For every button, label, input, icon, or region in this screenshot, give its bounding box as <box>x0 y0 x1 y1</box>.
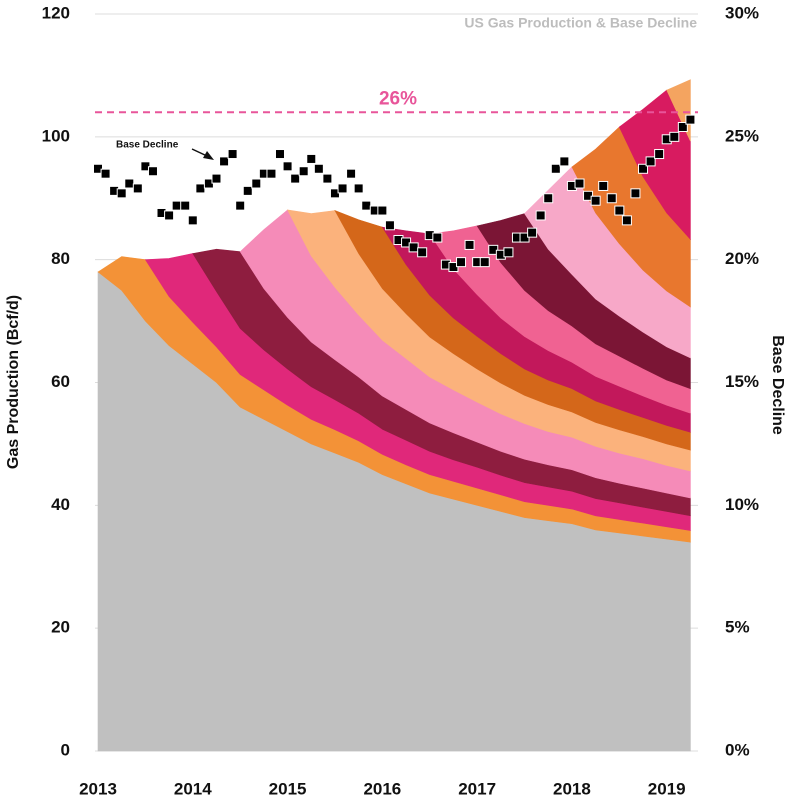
scatter-point <box>638 163 649 174</box>
scatter-point <box>346 168 357 179</box>
scatter-point <box>227 149 238 160</box>
scatter-point <box>298 166 309 177</box>
y2-axis-title: Base Decline <box>769 335 786 435</box>
scatter-point <box>211 173 222 184</box>
x-tick-label: 2014 <box>174 779 212 798</box>
scatter-point <box>598 180 609 191</box>
scatter-point <box>669 131 680 142</box>
scatter-point <box>527 227 538 238</box>
y2-tick-label: 0% <box>725 740 750 759</box>
scatter-point <box>417 247 428 258</box>
scatter-point <box>432 232 443 243</box>
x-tick-label: 2015 <box>269 779 307 798</box>
scatter-point <box>282 161 293 172</box>
scatter-point <box>266 168 277 179</box>
scatter-point <box>654 149 665 160</box>
scatter-point <box>606 193 617 204</box>
scatter-point <box>242 185 253 196</box>
arrow-line <box>191 148 208 157</box>
reference-label: 26% <box>379 88 417 109</box>
y-tick-label: 60 <box>51 372 70 391</box>
x-tick-label: 2013 <box>79 779 117 798</box>
scatter-point <box>171 200 182 211</box>
scatter-point <box>535 210 546 221</box>
scatter-point <box>195 183 206 194</box>
x-tick-label: 2018 <box>553 779 591 798</box>
y2-tick-label: 30% <box>725 3 759 22</box>
y-axis-title: Gas Production (Bcf/d) <box>5 295 22 469</box>
scatter-point <box>559 156 570 167</box>
y-tick-label: 80 <box>51 249 70 268</box>
x-tick-label: 2016 <box>363 779 401 798</box>
y-tick-label: 100 <box>42 126 70 145</box>
y2-tick-label: 10% <box>725 495 759 514</box>
scatter-point <box>677 122 688 133</box>
scatter-point <box>503 247 514 258</box>
scatter-point <box>290 173 301 184</box>
scatter-point <box>180 200 191 211</box>
arrow-head <box>203 151 214 160</box>
scatter-point <box>621 215 632 226</box>
scatter-point <box>147 166 158 177</box>
y-tick-label: 0 <box>61 740 70 759</box>
scatter-point <box>550 163 561 174</box>
y2-tick-label: 15% <box>725 372 759 391</box>
scatter-point <box>574 178 585 189</box>
scatter-point <box>313 163 324 174</box>
y-tick-label: 40 <box>51 495 70 514</box>
scatter-point <box>630 188 641 199</box>
y2-tick-label: 20% <box>725 249 759 268</box>
scatter-point <box>353 183 364 194</box>
scatter-point <box>590 195 601 206</box>
scatter-point <box>361 200 372 211</box>
scatter-point <box>251 178 262 189</box>
scatter-point <box>306 153 317 164</box>
scatter-point <box>645 156 656 167</box>
overlay: 26% <box>93 88 698 273</box>
scatter-point <box>456 257 467 268</box>
scatter-point <box>384 220 395 231</box>
scatter-point <box>132 183 143 194</box>
scatter-point <box>219 156 230 167</box>
y-tick-label: 120 <box>42 3 70 22</box>
scatter-point <box>685 114 696 125</box>
scatter-point <box>187 215 198 226</box>
scatter-point <box>274 149 285 160</box>
scatter-point <box>124 178 135 189</box>
areas <box>97 79 691 752</box>
scatter-point <box>116 188 127 199</box>
scatter-point <box>614 205 625 216</box>
scatter-point <box>337 183 348 194</box>
scatter-point <box>377 205 388 216</box>
y2-tick-label: 25% <box>725 126 759 145</box>
x-tick-label: 2017 <box>458 779 496 798</box>
scatter-point <box>322 173 333 184</box>
annotation: Base Decline <box>116 140 179 151</box>
y2-tick-label: 5% <box>725 618 750 637</box>
annotation-arrow <box>191 148 214 160</box>
scatter-point <box>100 168 111 179</box>
scatter-point <box>543 193 554 204</box>
scatter-point <box>464 239 475 250</box>
scatter-point <box>235 200 246 211</box>
chart-title: US Gas Production & Base Decline <box>464 15 697 31</box>
y-tick-label: 20 <box>51 618 70 637</box>
scatter-point <box>479 257 490 268</box>
x-tick-label: 2019 <box>648 779 686 798</box>
scatter-point <box>164 210 175 221</box>
scatter-point <box>408 242 419 253</box>
